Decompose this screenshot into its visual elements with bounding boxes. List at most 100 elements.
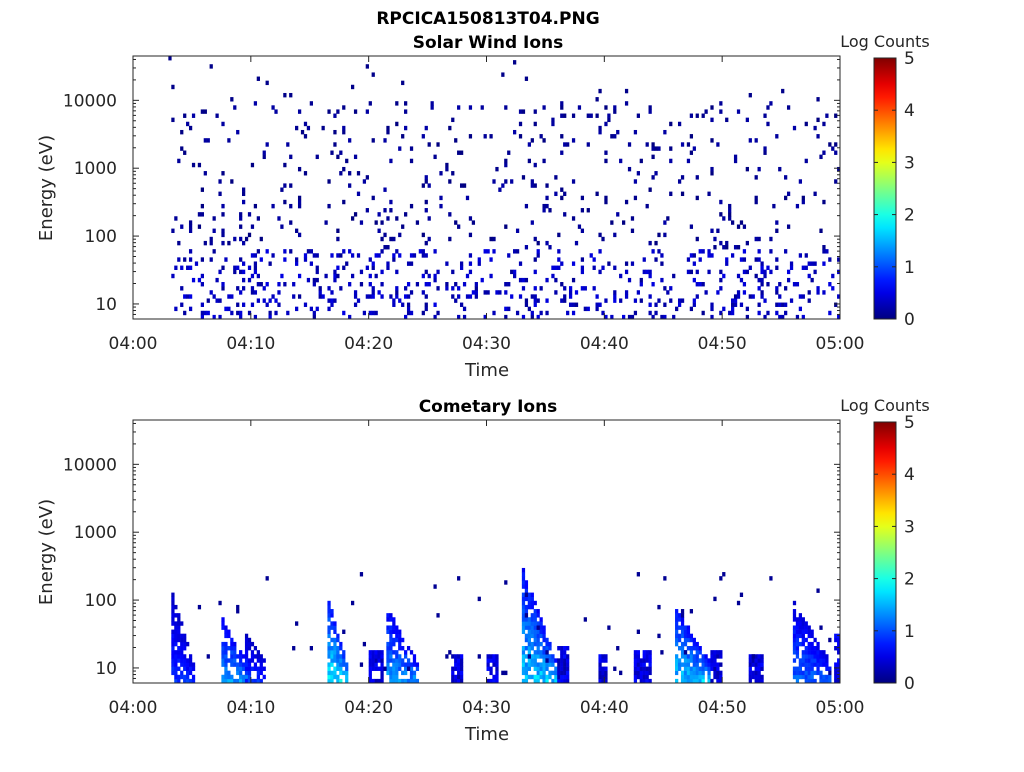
spectrogram-cell	[171, 670, 175, 676]
spectrogram-cell	[801, 658, 805, 663]
spectrogram-cell	[648, 650, 652, 655]
spectrogram-cell	[389, 674, 393, 680]
spectrogram-cell	[680, 621, 685, 626]
spectrogram-cell	[242, 261, 246, 266]
spectrogram-cell	[309, 261, 313, 266]
spectrogram-cell	[725, 117, 729, 123]
spectrogram-cell	[386, 261, 390, 266]
spectrogram-cell	[792, 613, 797, 618]
spectrogram-cell	[171, 654, 175, 659]
spectrogram-cell	[686, 637, 691, 643]
spectrogram-cell	[242, 286, 246, 291]
spectrogram-cell	[798, 674, 803, 680]
spectrogram-cell	[395, 637, 399, 643]
spectrogram-cell	[568, 294, 573, 299]
spectrogram-cell	[707, 662, 711, 667]
spectrogram-cell	[536, 633, 540, 639]
spectrogram-cell	[692, 662, 696, 667]
spectrogram-cell	[183, 666, 187, 671]
spectrogram-cell	[180, 224, 184, 229]
spectrogram-cell	[807, 633, 811, 639]
spectrogram-cell	[436, 310, 440, 316]
spectrogram-cell	[766, 265, 770, 270]
colorbar-tick-label: 0	[904, 310, 915, 330]
spectrogram-cell	[368, 101, 372, 106]
spectrogram-cell	[524, 613, 529, 618]
spectrogram-cell	[386, 613, 390, 618]
spectrogram-cell	[660, 277, 664, 283]
spectrogram-cell	[639, 678, 643, 684]
spectrogram-cell	[566, 646, 570, 651]
spectrogram-cell	[283, 282, 287, 287]
spectrogram-cell	[333, 658, 337, 663]
spectrogram-cell	[834, 179, 838, 184]
spectrogram-cell	[386, 650, 390, 655]
spectrogram-cell	[409, 670, 414, 676]
spectrogram-cell	[542, 633, 546, 639]
spectrogram-cell	[230, 646, 234, 651]
spectrogram-cell	[545, 641, 549, 647]
spectrogram-cell	[545, 240, 549, 246]
spectrogram-cell	[675, 670, 679, 676]
spectrogram-cell	[786, 269, 791, 275]
spectrogram-cell	[389, 625, 393, 630]
spectrogram-cell	[571, 277, 576, 283]
spectrogram-cell	[816, 117, 820, 123]
spectrogram-cell	[398, 654, 402, 659]
spectrogram-cell	[751, 662, 755, 667]
spectrogram-cell	[633, 310, 638, 316]
spectrogram-cell	[177, 650, 181, 655]
spectrogram-cell	[171, 592, 175, 597]
spectrogram-cell	[692, 658, 696, 663]
spectrogram-cell	[521, 600, 526, 606]
spectrogram-cell	[436, 142, 440, 147]
spectrogram-cell	[283, 199, 287, 205]
spectrogram-cell	[486, 658, 490, 663]
spectrogram-cell	[698, 282, 702, 287]
spectrogram-cell	[613, 109, 617, 114]
spectrogram-cell	[533, 637, 537, 643]
spectrogram-cell	[295, 125, 299, 131]
spectrogram-cell	[530, 179, 534, 184]
spectrogram-cell	[368, 666, 372, 671]
spectrogram-cell	[295, 257, 299, 262]
spectrogram-cell	[183, 257, 187, 262]
spectrogram-cell	[580, 228, 585, 233]
spectrogram-cell	[545, 662, 549, 667]
spectrogram-cell	[398, 629, 402, 634]
spectrogram-cell	[648, 109, 652, 114]
spectrogram-cell	[244, 633, 249, 639]
spectrogram-cell	[548, 658, 552, 663]
y-tick-label: 10000	[63, 91, 117, 111]
spectrogram-cell	[392, 257, 396, 262]
spectrogram-cell	[230, 650, 234, 655]
spectrogram-cell	[742, 269, 747, 275]
spectrogram-cell	[218, 269, 222, 275]
spectrogram-cell	[180, 670, 184, 676]
spectrogram-cell	[510, 294, 514, 299]
spectrogram-cell	[701, 666, 705, 671]
spectrogram-cell	[604, 105, 608, 110]
spectrogram-cell	[321, 294, 325, 299]
spectrogram-cell	[642, 650, 646, 655]
spectrogram-cell	[707, 249, 711, 254]
spectrogram-cell	[542, 625, 546, 630]
spectrogram-cell	[262, 658, 266, 663]
spectrogram-cell	[536, 637, 540, 643]
spectrogram-cell	[801, 294, 805, 299]
spectrogram-cell	[804, 650, 808, 655]
spectrogram-cell	[580, 195, 585, 201]
spectrogram-cell	[236, 670, 240, 676]
spectrogram-cell	[695, 236, 699, 242]
spectrogram-cell	[174, 265, 178, 270]
spectrogram-cell	[604, 658, 608, 663]
spectrogram-cell	[356, 298, 361, 303]
spectrogram-cell	[530, 604, 534, 610]
spectrogram-cell	[418, 249, 422, 254]
spectrogram-cell	[686, 666, 691, 671]
spectrogram-cell	[524, 302, 529, 307]
spectrogram-cell	[639, 666, 643, 671]
spectrogram-cell	[554, 666, 558, 671]
spectrogram-cell	[389, 670, 393, 676]
